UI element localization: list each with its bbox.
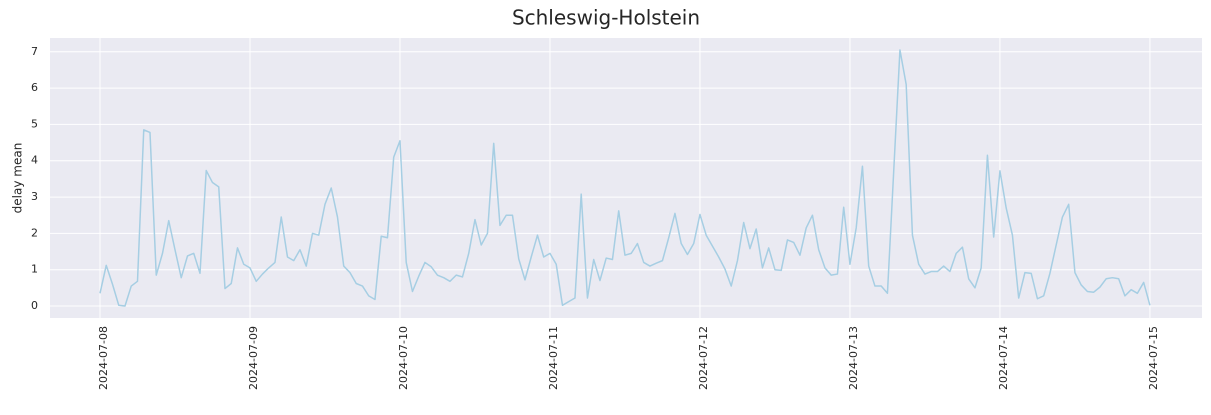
- x-tick-label: 2024-07-12: [697, 326, 710, 390]
- y-tick-label: 7: [31, 45, 38, 58]
- chart-title: Schleswig-Holstein: [512, 6, 700, 30]
- plot-area: [50, 38, 1202, 318]
- y-axis-label: delay mean: [11, 143, 25, 214]
- y-tick-label: 0: [31, 299, 38, 312]
- y-tick-label: 1: [31, 263, 38, 276]
- y-tick-label: 5: [31, 117, 38, 130]
- data-line: [99, 49, 1151, 307]
- x-tick-label: 2024-07-10: [397, 326, 410, 390]
- x-tick-label: 2024-07-15: [1147, 326, 1160, 390]
- y-tick-label: 6: [31, 81, 38, 94]
- x-tick-label: 2024-07-14: [997, 326, 1010, 390]
- x-tick-label: 2024-07-09: [247, 326, 260, 390]
- y-tick-label: 3: [31, 190, 38, 203]
- x-tick-label: 2024-07-11: [547, 326, 560, 390]
- y-tick-label: 2: [31, 226, 38, 239]
- x-tick-label: 2024-07-13: [847, 326, 860, 390]
- x-tick-label: 2024-07-08: [97, 326, 110, 390]
- y-tick-label: 4: [31, 154, 38, 167]
